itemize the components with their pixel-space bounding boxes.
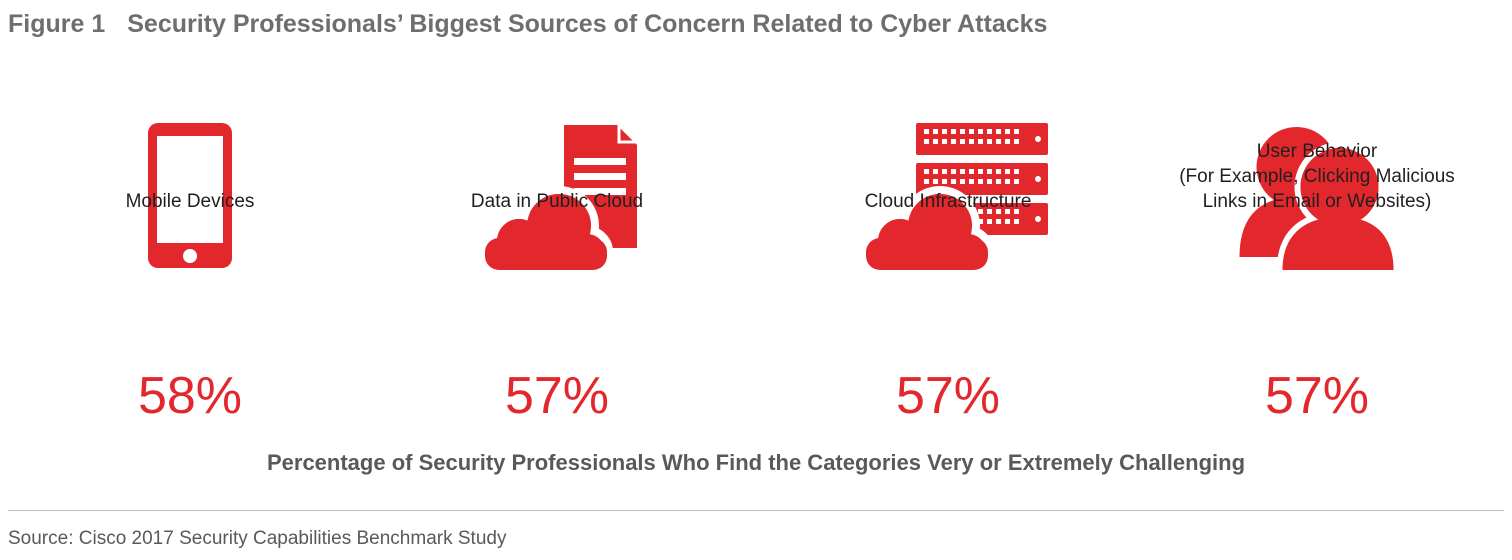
source-note: Source: Cisco 2017 Security Capabilities… <box>8 528 507 549</box>
category-label: User Behavior (For Example, Clicking Mal… <box>1137 139 1497 214</box>
server-port-dot <box>969 179 974 184</box>
server-port-dot <box>996 179 1001 184</box>
data-label-percent: 57% <box>1264 367 1370 425</box>
server-port-dot <box>942 169 947 174</box>
server-port-dot <box>987 139 992 144</box>
server-port-dot <box>960 129 965 134</box>
server-port-dot <box>978 139 983 144</box>
server-port-dot <box>924 169 929 174</box>
server-port-dot <box>960 139 965 144</box>
category-mobile-devices: Mobile Devices 58% <box>10 0 370 440</box>
divider <box>8 510 1504 511</box>
category-label: Data in Public Cloud <box>377 189 737 214</box>
server-port-dot <box>960 169 965 174</box>
figure-number: Figure 1 <box>8 10 106 38</box>
server-port-dot <box>978 129 983 134</box>
server-port-dot <box>951 169 956 174</box>
server-port-dot <box>1005 169 1010 174</box>
server-port-dot <box>987 129 992 134</box>
server-port-dot <box>1014 139 1019 144</box>
server-port-dot <box>969 129 974 134</box>
data-label-percent: 57% <box>504 367 610 425</box>
category-user-behavior: User Behavior (For Example, Clicking Mal… <box>1137 0 1497 440</box>
server-port-dot <box>969 169 974 174</box>
server-port-dot <box>996 219 1001 224</box>
server-port-dot <box>987 209 992 214</box>
figure-title-text: Security Professionals’ Biggest Sources … <box>127 10 1048 38</box>
server-port-dot <box>987 219 992 224</box>
server-port-dot <box>942 179 947 184</box>
cloud-document-icon <box>485 125 637 273</box>
server-port-dot <box>1014 179 1019 184</box>
server-port-dot <box>996 169 1001 174</box>
data-label-percent: 58% <box>137 367 243 425</box>
server-port-dot <box>1005 219 1010 224</box>
server-port-dot <box>933 179 938 184</box>
server-port-dot <box>1005 139 1010 144</box>
chart-subtitle: Percentage of Security Professionals Who… <box>266 450 1246 475</box>
server-port-dot <box>996 139 1001 144</box>
server-port-dot <box>1014 219 1019 224</box>
server-port-dot <box>951 139 956 144</box>
server-port-dot <box>933 139 938 144</box>
category-cloud-infrastructure: Cloud Infrastructure 57% <box>768 0 1128 440</box>
server-port-dot <box>933 129 938 134</box>
label-line: (For Example, Clicking Malicious <box>1179 166 1455 187</box>
server-port-dot <box>960 179 965 184</box>
server-port-dot <box>1014 129 1019 134</box>
server-port-dot <box>951 179 956 184</box>
label-line: Data in Public Cloud <box>470 191 644 212</box>
label-line: User Behavior <box>1256 141 1378 162</box>
server-port-dot <box>1014 169 1019 174</box>
users-icon <box>1239 127 1400 272</box>
category-label: Cloud Infrastructure <box>768 189 1128 214</box>
server-port-dot <box>1005 129 1010 134</box>
server-port-dot <box>942 129 947 134</box>
server-port-dot <box>978 219 983 224</box>
category-data-in-public-cloud: Data in Public Cloud 57% <box>377 0 737 440</box>
server-port-dot <box>933 169 938 174</box>
figure-title: Figure 1 Security Professionals’ Biggest … <box>8 10 1047 39</box>
server-port-dot <box>978 209 983 214</box>
label-line: Cloud Infrastructure <box>864 191 1032 212</box>
server-port-dot <box>978 179 983 184</box>
server-port-dot <box>969 139 974 144</box>
category-label: Mobile Devices <box>10 189 370 214</box>
server-port-dot <box>978 169 983 174</box>
mobile-phone-icon <box>148 123 232 268</box>
server-port-dot <box>1014 209 1019 214</box>
label-line: Links in Email or Websites) <box>1202 191 1432 212</box>
server-port-dot <box>924 139 929 144</box>
server-port-dot <box>1005 209 1010 214</box>
label-line: Mobile Devices <box>125 191 255 212</box>
server-port-dot <box>924 129 929 134</box>
server-port-dot <box>924 179 929 184</box>
server-port-dot <box>987 169 992 174</box>
server-port-dot <box>951 129 956 134</box>
data-label-percent: 57% <box>895 367 1001 425</box>
server-port-dot <box>996 209 1001 214</box>
server-port-dot <box>942 139 947 144</box>
server-port-dot <box>1005 179 1010 184</box>
cloud-server-icon <box>866 123 1048 273</box>
server-port-dot <box>996 129 1001 134</box>
server-port-dot <box>987 179 992 184</box>
